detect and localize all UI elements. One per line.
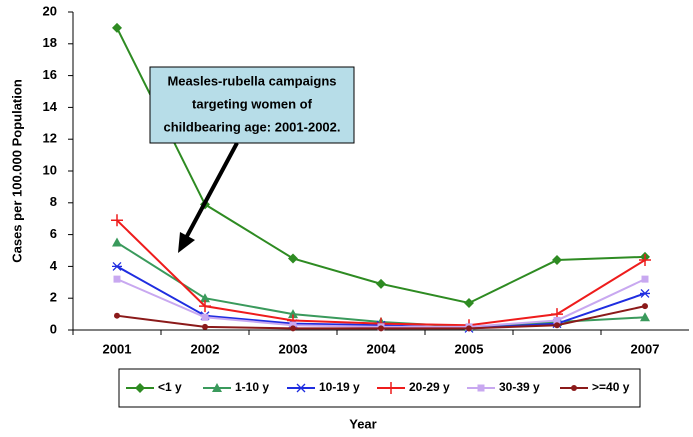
y-tick-label: 18: [43, 35, 57, 50]
marker: [477, 384, 485, 392]
marker: [289, 321, 297, 329]
x-tick-label: 2002: [191, 341, 220, 356]
x-tick-label: 2003: [279, 341, 308, 356]
marker: [212, 383, 222, 392]
marker: [199, 300, 211, 313]
marker: [466, 325, 472, 332]
marker: [553, 316, 561, 324]
x-axis-label: Year: [349, 416, 376, 431]
marker: [113, 275, 121, 283]
marker: [200, 293, 210, 303]
y-tick-label: 0: [50, 321, 57, 336]
series-line: [116, 219, 646, 327]
x-tick-label: 2007: [631, 341, 660, 356]
y-tick-label: 20: [43, 3, 57, 18]
marker: [641, 275, 649, 283]
marker: [112, 237, 122, 247]
legend: <1 y 1-10 y 10-19 y 20-29 y 30-39 y >=40 y: [126, 380, 630, 394]
marker: [554, 322, 560, 329]
annotation: Measles-rubella campaigns targeting women…: [149, 66, 355, 253]
marker: [288, 309, 298, 319]
marker: [571, 385, 577, 391]
marker: [114, 312, 120, 319]
legend-label: 30-39 y: [499, 380, 540, 394]
marker: [296, 383, 306, 393]
x-tick-label: 2001: [103, 341, 132, 356]
marker: [290, 325, 296, 332]
x-tick-label: 2006: [543, 341, 572, 356]
marker: [640, 288, 650, 298]
marker: [111, 214, 123, 227]
legend-label: >=40 y: [592, 380, 630, 394]
y-axis-label: Cases per 100.000 Population: [9, 79, 24, 263]
marker: [112, 261, 122, 271]
marker: [464, 297, 474, 308]
annotation-text: targeting women of: [192, 96, 313, 111]
annotation-text: childbearing age: 2001-2002.: [163, 119, 340, 134]
marker: [378, 325, 384, 332]
y-tick-label: 10: [43, 162, 57, 177]
marker: [202, 323, 208, 330]
marker: [201, 313, 209, 321]
annotation-text: Measles-rubella campaigns: [167, 73, 336, 88]
legend-label: 10-19 y: [319, 380, 360, 394]
legend-label: 1-10 y: [235, 380, 269, 394]
y-tick-label: 8: [50, 194, 57, 209]
legend-label: <1 y: [158, 380, 182, 394]
y-tick-label: 2: [50, 290, 57, 305]
x-tick-label: 2004: [367, 341, 397, 356]
marker: [112, 22, 122, 33]
legend-label: 20-29 y: [409, 380, 450, 394]
marker: [642, 303, 648, 310]
y-tick-label: 6: [50, 226, 57, 241]
y-tick-label: 16: [43, 67, 57, 82]
marker: [552, 255, 562, 266]
marker: [640, 312, 650, 322]
marker: [385, 382, 397, 394]
annotation-arrow: [184, 142, 239, 239]
y-tick-label: 14: [43, 99, 58, 114]
y-tick-label: 12: [43, 131, 57, 146]
marker: [376, 278, 386, 289]
annotation-arrowhead: [178, 232, 195, 253]
y-tick-label: 4: [50, 258, 58, 273]
x-tick-label: 2005: [455, 341, 484, 356]
marker: [288, 253, 298, 264]
marker: [135, 383, 145, 393]
marker: [639, 254, 651, 267]
annotation-box: [149, 66, 355, 144]
